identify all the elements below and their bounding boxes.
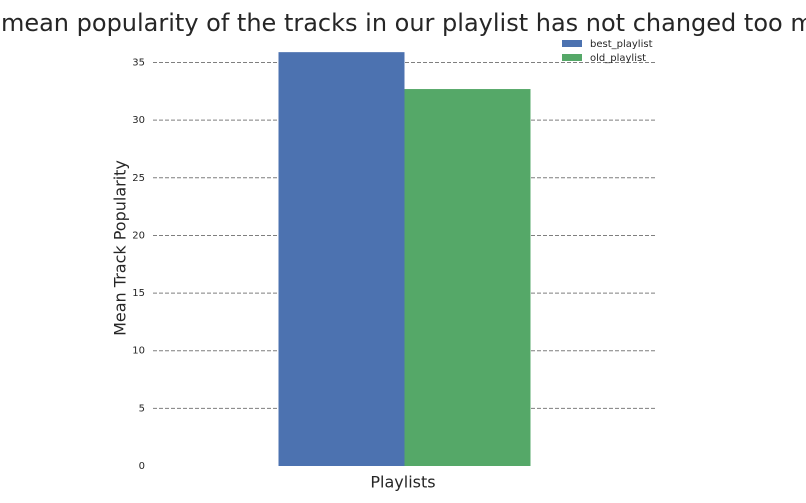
y-tick-label: 10 xyxy=(132,346,145,357)
y-tick-label: 30 xyxy=(132,115,145,126)
y-tick-label: 35 xyxy=(132,58,145,69)
y-tick-label: 15 xyxy=(132,288,145,299)
y-axis-label: Mean Track Popularity xyxy=(111,160,130,336)
legend: best_playlist old_playlist xyxy=(562,39,653,64)
bar-old-playlist xyxy=(404,89,531,467)
legend-label: best_playlist xyxy=(590,39,653,50)
bar-best-playlist xyxy=(278,52,405,467)
y-axis-ticks: 0 5 10 15 20 25 30 35 xyxy=(132,58,145,472)
chart-title: The mean popularity of the tracks in our… xyxy=(0,9,806,37)
y-tick-label: 20 xyxy=(132,230,145,241)
legend-label: old_playlist xyxy=(590,53,646,64)
bars xyxy=(278,52,531,467)
x-axis-label: Playlists xyxy=(370,473,435,492)
y-tick-label: 0 xyxy=(139,461,145,472)
y-tick-label: 5 xyxy=(139,403,145,414)
y-tick-label: 25 xyxy=(132,173,145,184)
legend-swatch xyxy=(562,40,582,47)
legend-swatch xyxy=(562,54,582,61)
